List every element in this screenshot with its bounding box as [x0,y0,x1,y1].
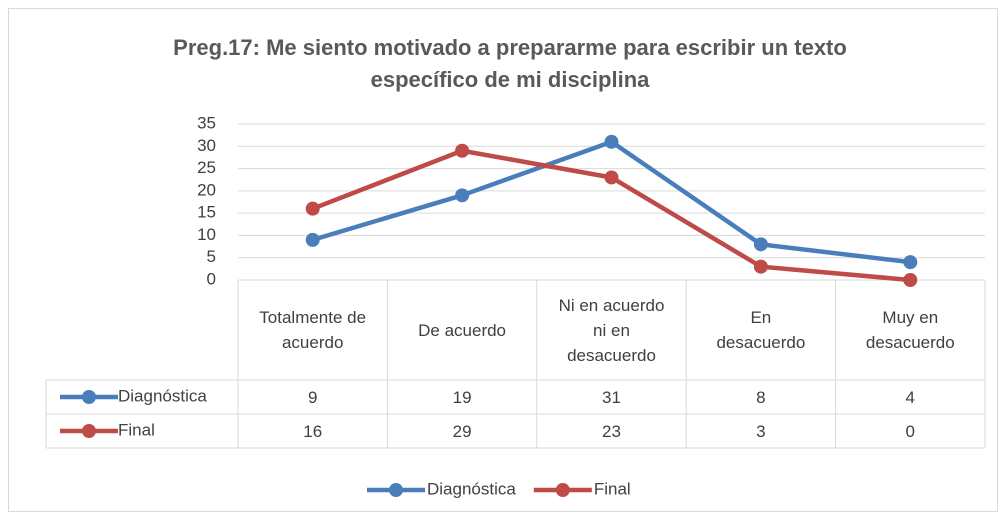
data-point [903,273,918,287]
data-point [455,188,470,203]
chart-title: Preg.17: Me siento motivado a prepararme… [173,35,847,92]
y-tick-label: 10 [197,225,216,244]
table-value: 29 [452,421,472,441]
data-point [604,170,619,185]
table-legend-marker [82,424,96,438]
y-tick-label: 5 [207,247,216,266]
table-value: 3 [756,421,766,441]
x-tick-label: Totalmente de acuerdo [259,308,367,352]
table-legend-marker [82,390,96,404]
x-tick-label: Ni en acuerdo ni en desacuerdo [558,295,665,365]
data-point [753,237,768,252]
data-point [305,201,320,216]
table-value: 16 [303,421,323,441]
table-value: 23 [602,421,621,441]
y-tick-label: 35 [197,113,216,132]
data-point [604,134,619,149]
y-tick-label: 30 [197,136,216,155]
y-tick-label: 25 [197,158,216,177]
legend-marker [389,483,403,497]
legend-label: Final [594,479,631,498]
x-tick-label: De acuerdo [418,320,507,340]
y-tick-label: 15 [197,203,216,222]
table-value: 19 [452,387,472,407]
x-tick-label: En desacuerdo [716,308,806,352]
table-value: 8 [756,387,766,407]
table-value: 4 [905,387,916,407]
table-value: 0 [905,421,916,441]
data-point [903,255,918,270]
y-tick-label: 20 [197,180,216,199]
table-value: 31 [602,387,621,407]
y-tick-label: 0 [207,269,216,288]
legend-marker [555,483,570,497]
x-tick-label: Muy en desacuerdo [865,308,955,352]
legend-label: Diagnóstica [427,479,516,498]
table-series-label: Final [118,420,155,439]
table-series-label: Diagnóstica [118,386,207,405]
data-point [753,259,768,274]
data-point [455,143,470,158]
data-point [305,232,320,247]
table-value: 9 [307,387,318,407]
chart-border [8,8,998,512]
